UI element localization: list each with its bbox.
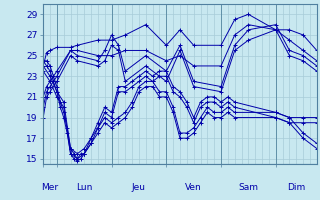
Text: Mer: Mer — [42, 183, 59, 192]
Text: Ven: Ven — [185, 183, 202, 192]
Text: Jeu: Jeu — [132, 183, 146, 192]
Text: Sam: Sam — [238, 183, 259, 192]
Text: Dim: Dim — [287, 183, 305, 192]
Text: Lun: Lun — [76, 183, 92, 192]
